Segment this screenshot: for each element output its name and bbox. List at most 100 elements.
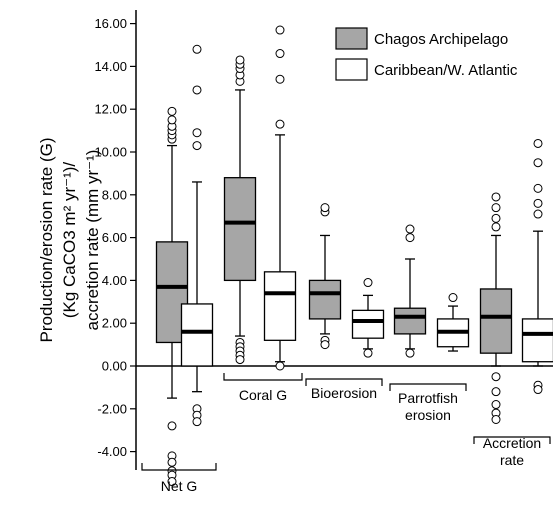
outlier-point: [167, 457, 177, 467]
legend-label: Caribbean/W. Atlantic: [374, 62, 518, 79]
outlier-point: [167, 115, 177, 125]
y-tick-label: 0.00: [102, 359, 127, 374]
y-tick-label: -2.00: [97, 401, 127, 416]
y-tick-label: 12.00: [94, 102, 127, 117]
outlier-point: [275, 119, 285, 129]
outlier-point: [320, 340, 330, 350]
outlier-point: [192, 85, 202, 95]
group-label: Parrotfish: [398, 390, 458, 406]
box-net-g-chagos: [155, 106, 189, 487]
outlier-point: [235, 55, 245, 65]
group-label: Net G: [161, 478, 198, 494]
outlier-point: [533, 385, 543, 395]
y-tick-label: 6.00: [102, 230, 127, 245]
outlier-point: [491, 400, 501, 410]
outlier-point: [405, 233, 415, 243]
y-axis-title: Production/erosion rate (G) (Kg CaCO3 m² …: [37, 137, 102, 342]
box-coral-g-chagos: [223, 55, 257, 365]
y-tick-label: 16.00: [94, 16, 127, 31]
box-coral-g-caribbean: [263, 25, 297, 371]
group-bracket: [305, 378, 383, 386]
group-coral-g: Coral G: [223, 373, 303, 403]
group-bioerosion: Bioerosion: [305, 378, 383, 401]
outlier-point: [448, 293, 458, 303]
legend-label: Chagos Archipelago: [374, 31, 508, 48]
y-tick-label: 2.00: [102, 316, 127, 331]
box-bioerosion-caribbean: [351, 278, 385, 358]
box-iqr: [308, 279, 342, 320]
outlier-point: [533, 138, 543, 148]
y-tick-label: 8.00: [102, 187, 127, 202]
y-tick-label: 10.00: [94, 145, 127, 160]
outlier-point: [533, 158, 543, 168]
group-bracket: [141, 463, 217, 471]
outlier-point: [363, 278, 373, 288]
group-bracket: [473, 436, 551, 444]
box-iqr: [521, 318, 553, 363]
y-tick-label: 4.00: [102, 273, 127, 288]
outlier-point: [192, 417, 202, 427]
box-parrotfish-erosion-chagos: [393, 224, 427, 358]
outlier-point: [491, 203, 501, 213]
group-label: Bioerosion: [311, 385, 377, 401]
group-bracket: [389, 383, 467, 391]
outlier-point: [491, 387, 501, 397]
y-tick-label: -4.00: [97, 444, 127, 459]
y-tick-label: 14.00: [94, 59, 127, 74]
box-series: [155, 25, 553, 487]
outlier-point: [491, 222, 501, 232]
legend-item: Chagos Archipelago: [335, 27, 508, 50]
outlier-point: [275, 361, 285, 371]
outlier-point: [320, 203, 330, 213]
group-label: Coral G: [239, 387, 287, 403]
outlier-point: [235, 355, 245, 365]
outlier-point: [167, 421, 177, 431]
group-net-g: Net G: [141, 463, 217, 494]
outlier-point: [275, 74, 285, 84]
legend-item: Caribbean/W. Atlantic: [335, 58, 518, 81]
group-bracket: [223, 373, 303, 381]
box-iqr: [479, 288, 513, 354]
outlier-point: [405, 224, 415, 234]
box-net-g-caribbean: [180, 44, 214, 427]
box-parrotfish-erosion-caribbean: [436, 293, 470, 352]
y-axis: -4.00 -2.00 0.00 2.00 4.00 6.00 8.00 10.00 12.00…: [94, 10, 553, 470]
legend-swatch: [335, 27, 368, 50]
outlier-point: [491, 415, 501, 424]
legend: Chagos Archipelago Caribbean/W. Atlantic: [335, 27, 518, 81]
box-iqr: [223, 177, 257, 282]
box-bioerosion-chagos: [308, 203, 342, 350]
group-label: Accretion: [483, 435, 541, 451]
outlier-point: [192, 44, 202, 54]
box-accretion-rate-caribbean: [521, 138, 553, 395]
y-axis-title-line: accretion rate (mm yr⁻¹): [83, 150, 102, 331]
outlier-point: [275, 49, 285, 59]
legend-swatch: [335, 58, 368, 81]
box-accretion-rate-chagos: [479, 192, 513, 424]
outlier-point: [192, 128, 202, 138]
box-iqr: [180, 303, 214, 367]
box-iqr: [393, 307, 427, 335]
outlier-point: [533, 183, 543, 193]
outlier-point: [405, 348, 415, 358]
outlier-point: [491, 192, 501, 202]
outlier-point: [533, 198, 543, 208]
outlier-point: [192, 141, 202, 151]
outlier-point: [363, 348, 373, 358]
box-iqr: [263, 271, 297, 341]
group-label: rate: [500, 452, 524, 468]
outlier-point: [491, 213, 501, 223]
box-iqr: [351, 309, 385, 339]
group-label: erosion: [405, 407, 451, 423]
outlier-point: [491, 372, 501, 382]
outlier-point: [167, 106, 177, 116]
outlier-point: [275, 25, 285, 35]
outlier-point: [533, 209, 543, 219]
y-axis-title-line: Production/erosion rate (G): [37, 137, 56, 342]
y-axis-title-line: (Kg CaCO3 m² yr⁻¹)/: [60, 162, 79, 319]
outlier-point: [167, 477, 177, 487]
